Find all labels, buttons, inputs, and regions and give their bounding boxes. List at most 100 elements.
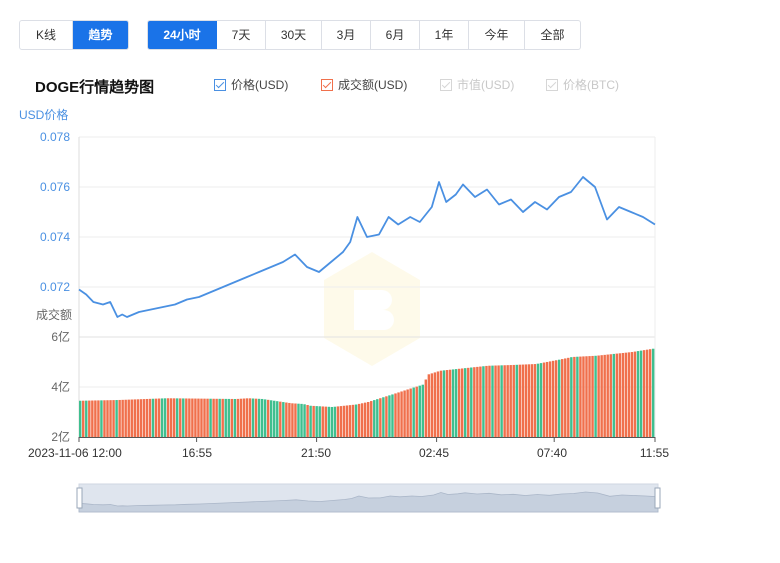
legend-volume-usd[interactable]: 成交额(USD) bbox=[321, 76, 407, 93]
volume-bar bbox=[176, 398, 179, 437]
volume-bar bbox=[257, 398, 261, 437]
volume-bar bbox=[618, 353, 622, 437]
volume-bar bbox=[576, 356, 579, 437]
tab-kline[interactable]: K线 bbox=[20, 21, 73, 49]
volume-bar bbox=[470, 367, 473, 437]
checkbox-unchecked-icon[interactable] bbox=[546, 78, 558, 91]
volume-bar bbox=[639, 350, 643, 437]
volume-bar bbox=[221, 398, 224, 437]
volume-bar bbox=[494, 365, 497, 437]
range-1y[interactable]: 1年 bbox=[420, 21, 469, 49]
volume-bar bbox=[467, 367, 470, 437]
range-switcher: 24小时 7天 30天 3月 6月 1年 今年 全部 bbox=[147, 20, 581, 50]
legend-label: 价格(USD) bbox=[231, 78, 289, 92]
volume-bar bbox=[454, 369, 458, 437]
volume-bar bbox=[348, 405, 352, 437]
volume-bar bbox=[309, 405, 312, 437]
volume-axis-label: 成交额 bbox=[36, 307, 72, 322]
x-tick-label: 16:55 bbox=[182, 446, 212, 460]
volume-bar bbox=[545, 361, 549, 437]
price-tick-label: 0.078 bbox=[40, 130, 70, 144]
volume-bar bbox=[548, 361, 552, 437]
watermark-logo-icon bbox=[324, 252, 420, 366]
volume-bar bbox=[118, 399, 121, 437]
volume-bar bbox=[100, 400, 103, 437]
volume-bar bbox=[554, 360, 558, 437]
checkbox-checked-icon[interactable] bbox=[321, 78, 333, 91]
volume-bar bbox=[388, 395, 391, 437]
volume-bar bbox=[400, 391, 403, 437]
volume-bar bbox=[524, 364, 528, 437]
legend-price-usd[interactable]: 价格(USD) bbox=[214, 76, 288, 93]
zoom-slider[interactable] bbox=[76, 483, 661, 513]
volume-bar bbox=[79, 400, 82, 437]
volume-bar bbox=[373, 400, 376, 437]
volume-bar bbox=[88, 400, 91, 437]
chart-title: DOGE行情趋势图 bbox=[35, 79, 155, 96]
checkbox-unchecked-icon[interactable] bbox=[440, 78, 452, 91]
volume-bar bbox=[212, 398, 215, 437]
volume-bar bbox=[318, 406, 321, 437]
tab-trend[interactable]: 趋势 bbox=[73, 21, 128, 49]
volume-bar bbox=[163, 398, 167, 437]
volume-bar bbox=[415, 386, 418, 437]
volume-bar bbox=[497, 365, 500, 437]
volume-bar bbox=[248, 398, 252, 437]
volume-bar bbox=[457, 368, 461, 437]
volume-bar bbox=[445, 370, 449, 437]
volume-bar bbox=[424, 379, 428, 437]
zoom-preview-area bbox=[78, 491, 659, 513]
range-all[interactable]: 全部 bbox=[540, 28, 565, 42]
volume-bar bbox=[533, 364, 537, 437]
legend-price-btc[interactable]: 价格(BTC) bbox=[546, 76, 619, 93]
volume-bar bbox=[567, 357, 570, 437]
volume-bars bbox=[79, 348, 655, 437]
volume-bar bbox=[282, 402, 285, 437]
price-line-group bbox=[78, 176, 656, 318]
volume-bar bbox=[269, 400, 273, 437]
volume-bar bbox=[315, 406, 318, 437]
volume-bar bbox=[121, 399, 124, 437]
volume-bar bbox=[251, 398, 255, 437]
volume-bar bbox=[363, 402, 367, 437]
volume-bar bbox=[557, 359, 561, 437]
volume-bar bbox=[336, 406, 340, 437]
volume-bar bbox=[182, 398, 185, 437]
price-tick-label: 0.074 bbox=[40, 230, 70, 244]
volume-bar bbox=[542, 362, 546, 437]
range-6m[interactable]: 6月 bbox=[371, 21, 420, 49]
x-tick-label: 21:50 bbox=[301, 446, 331, 460]
range-7d[interactable]: 7天 bbox=[217, 21, 266, 49]
volume-bar bbox=[263, 399, 267, 437]
volume-bar bbox=[609, 354, 612, 437]
legend-marketcap-usd[interactable]: 市值(USD) bbox=[440, 76, 514, 93]
range-24h[interactable]: 24小时 bbox=[148, 21, 217, 49]
volume-bar bbox=[206, 398, 209, 437]
volume-bar bbox=[500, 365, 503, 437]
volume-bar bbox=[418, 385, 421, 437]
volume-bar bbox=[509, 365, 512, 437]
volume-bar bbox=[169, 398, 173, 437]
volume-bar bbox=[112, 400, 115, 437]
range-30d[interactable]: 30天 bbox=[266, 21, 322, 49]
chart-axes: USD价格 0.078 0.076 0.074 0.072 成交额 6亿 4亿 2亿 2023-1… bbox=[19, 107, 669, 460]
volume-bar bbox=[585, 356, 588, 437]
volume-bar bbox=[421, 384, 424, 437]
volume-bar bbox=[339, 406, 343, 437]
volume-bar bbox=[600, 355, 603, 437]
volume-bar bbox=[239, 398, 243, 437]
checkbox-checked-icon[interactable] bbox=[214, 78, 226, 91]
volume-bar bbox=[485, 365, 488, 437]
volume-bar bbox=[397, 392, 400, 437]
range-3m[interactable]: 3月 bbox=[322, 21, 371, 49]
volume-bar bbox=[106, 400, 109, 437]
range-ytd[interactable]: 今年 bbox=[469, 21, 525, 49]
volume-bar bbox=[179, 398, 182, 437]
volume-bar bbox=[570, 357, 573, 437]
x-tick-label: 02:45 bbox=[419, 446, 449, 460]
volume-bar bbox=[512, 364, 515, 437]
legend-label: 成交额(USD) bbox=[338, 78, 408, 92]
volume-bar bbox=[536, 363, 540, 437]
volume-bar bbox=[94, 400, 97, 437]
volume-bar bbox=[633, 351, 637, 437]
